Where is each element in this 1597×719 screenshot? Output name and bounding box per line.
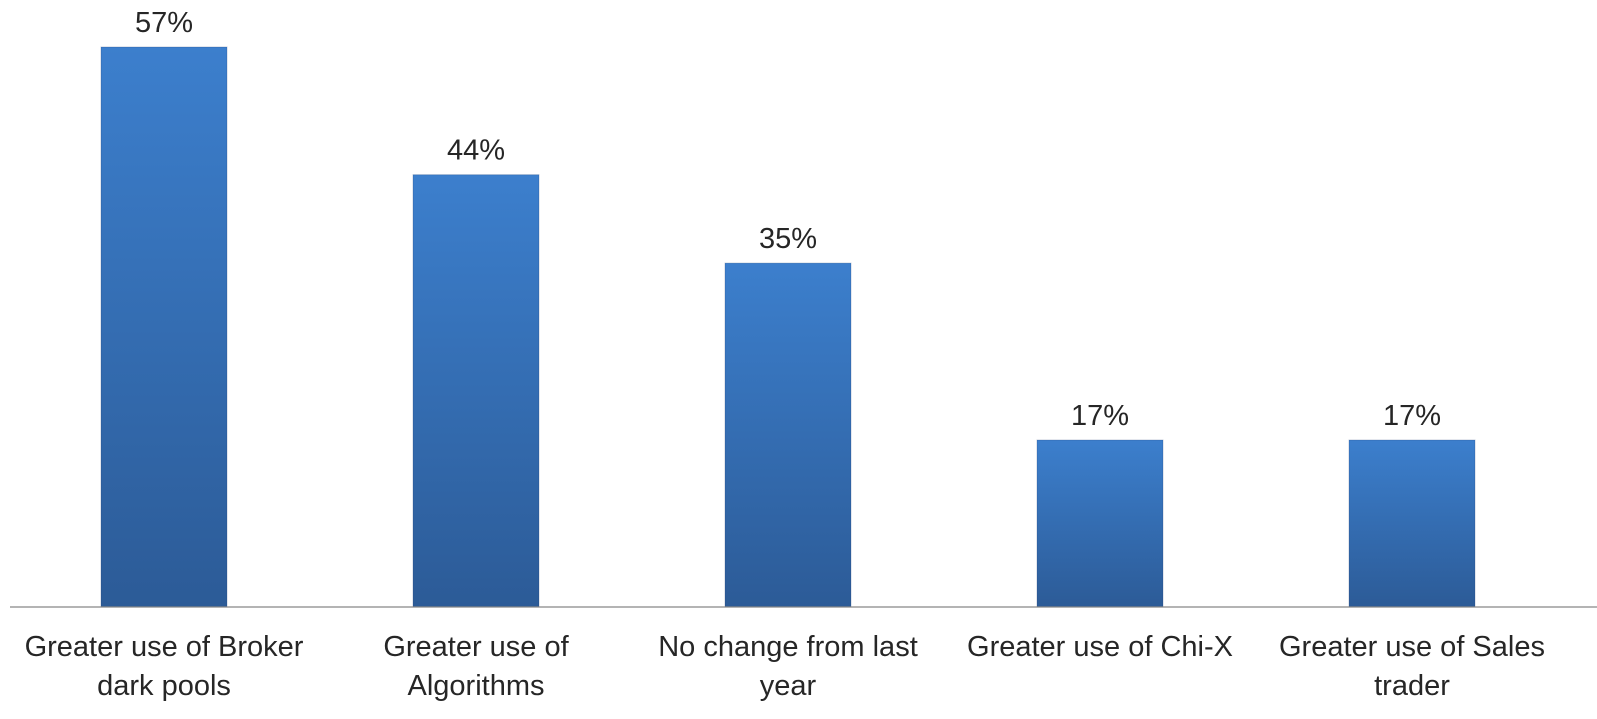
category-label: No change from last xyxy=(658,631,918,663)
category-label: trader xyxy=(1374,670,1450,702)
category-labels-layer: Greater use of Broker dark pools Greater u… xyxy=(25,631,1545,702)
data-label: 44% xyxy=(447,135,505,167)
bar xyxy=(412,174,540,608)
data-label: 17% xyxy=(1071,400,1129,432)
category-label: Greater use of Chi-X xyxy=(967,631,1233,663)
data-label: 17% xyxy=(1383,400,1441,432)
category-label: dark pools xyxy=(97,670,231,702)
bar xyxy=(1036,439,1164,608)
data-label: 35% xyxy=(759,223,817,255)
bars-layer xyxy=(100,46,1476,608)
category-label: Greater use of Broker xyxy=(25,631,304,663)
category-label: Greater use of Sales xyxy=(1279,631,1545,663)
value-labels-layer: 57% 44% 35% 17% 17% xyxy=(135,7,1441,432)
category-label: year xyxy=(760,670,817,702)
category-label: Greater use of xyxy=(383,631,569,663)
bar xyxy=(1348,439,1476,608)
category-label: Algorithms xyxy=(408,670,545,702)
bar xyxy=(100,46,228,608)
data-label: 57% xyxy=(135,7,193,39)
bar xyxy=(724,262,852,608)
